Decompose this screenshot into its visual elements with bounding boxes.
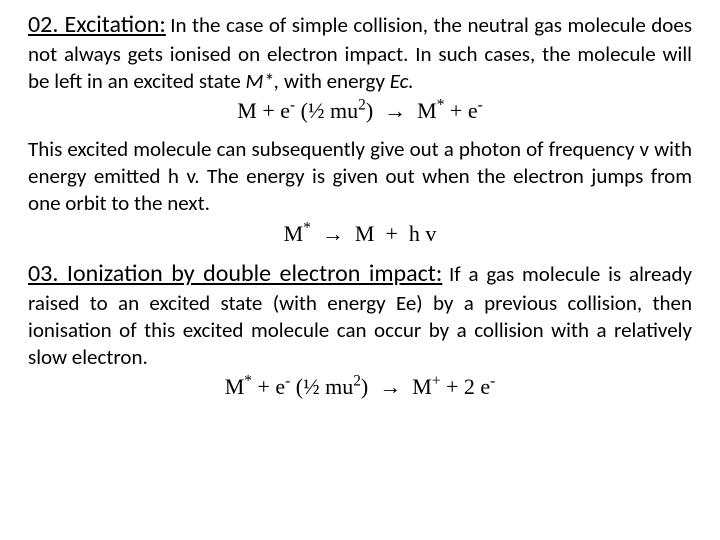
equation-double-impact: M* + e- (½ mu2) → M+ + 2 e- [28, 374, 692, 400]
equation-excitation: M + e- (½ mu2) → M* + e- [28, 98, 692, 124]
section-03-paragraph: 03. Ionization by double electron impact… [28, 259, 692, 370]
section-02-heading: 02. Excitation: [28, 10, 166, 39]
section-02b-body: This excited molecule can subsequently g… [28, 136, 692, 216]
equation-photon: M* → M + h v [28, 221, 692, 247]
section-03-heading: 03. Ionization by double electron impact… [28, 259, 442, 288]
section-02b-paragraph: This excited molecule can subsequently g… [28, 136, 692, 217]
document-page: 02. Excitation: In the case of simple co… [0, 0, 720, 400]
section-02-paragraph: 02. Excitation: In the case of simple co… [28, 10, 692, 94]
